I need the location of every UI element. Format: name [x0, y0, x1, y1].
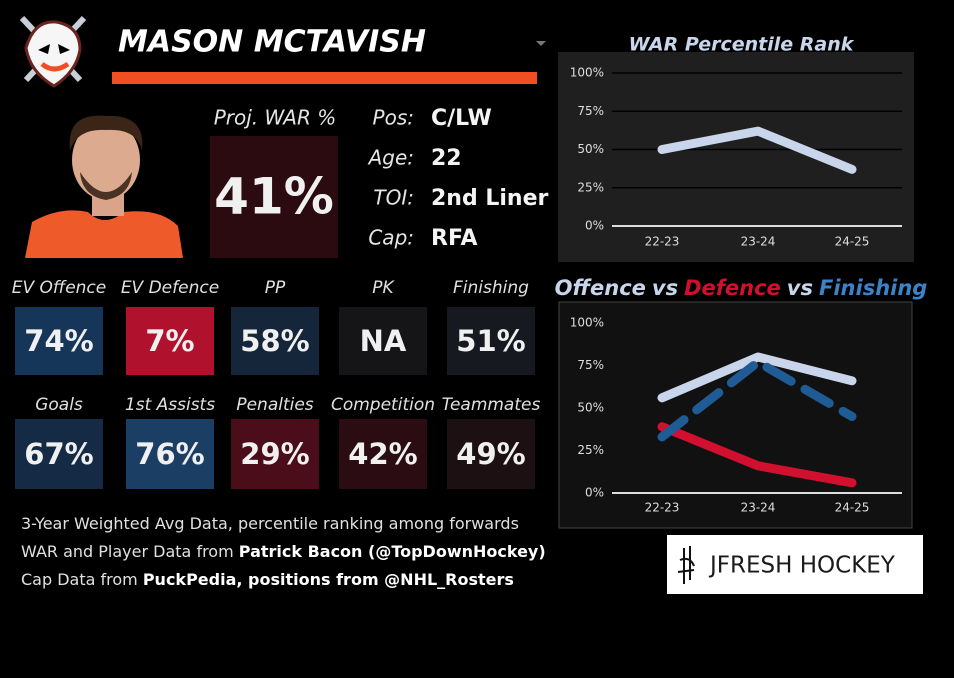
tile-value: 49%	[456, 437, 525, 471]
tile-value: 51%	[456, 324, 525, 358]
tile-box	[447, 307, 535, 375]
tile-label: Competition	[331, 395, 435, 415]
x-tick-label: 24-25	[835, 501, 870, 515]
tile-box	[339, 307, 427, 375]
y-tick-label: 0%	[585, 486, 604, 500]
note-line: 3-Year Weighted Avg Data, percentile ran…	[21, 514, 519, 533]
tile-value: 67%	[24, 437, 93, 471]
bio-value: C/LW	[431, 106, 492, 131]
bio-label: Pos:	[373, 106, 414, 130]
player-name: MASON MCTAVISH	[118, 25, 426, 60]
tile-value: 58%	[240, 324, 309, 358]
bio-label: Cap:	[368, 226, 414, 250]
y-tick-label: 75%	[577, 358, 604, 372]
tile-label: Goals	[35, 395, 83, 415]
y-tick-label: 75%	[577, 104, 604, 118]
brand-logo: JFRESH HOCKEY	[667, 535, 923, 594]
x-tick-label: 23-24	[741, 235, 776, 249]
x-tick-label: 22-23	[645, 501, 680, 515]
title-series: Defence	[684, 276, 781, 300]
tile-label: EV Defence	[121, 278, 219, 298]
bio-value: RFA	[431, 226, 477, 251]
tile-label: PP	[265, 278, 286, 298]
tile-box	[231, 307, 319, 375]
tile-value: 29%	[240, 437, 309, 471]
note-text: 3-Year Weighted Avg Data, percentile ran…	[21, 514, 519, 533]
notes: 3-Year Weighted Avg Data, percentile ran…	[21, 514, 546, 589]
y-tick-label: 25%	[577, 443, 604, 457]
tile-label: EV Offence	[12, 278, 106, 298]
bio-label: TOI:	[373, 186, 414, 210]
stat-tiles: EV Offence 74% EV Defence 7% PP 58% PK NA Finish…	[12, 278, 541, 489]
bio: Pos: C/LW Age: 22 TOI: 2nd Liner Cap: RFA	[367, 106, 549, 252]
tile-box	[339, 419, 427, 489]
series-line	[657, 126, 857, 174]
note-text: WAR and Player Data from	[21, 542, 239, 561]
tile-value: NA	[360, 324, 407, 358]
note-line: Cap Data from PuckPedia, positions from …	[21, 570, 514, 589]
title-series: Offence	[555, 276, 646, 300]
y-tick-label: 0%	[585, 219, 604, 233]
tile-box	[231, 419, 319, 489]
title-joiner: vs	[652, 276, 678, 300]
chart-panel	[558, 52, 914, 262]
chart-title: Offence vs Defence vs Finishing	[555, 276, 928, 300]
x-tick-label: 24-25	[835, 235, 870, 249]
y-tick-label: 100%	[570, 316, 604, 330]
tile-box	[126, 419, 214, 489]
series-line	[657, 357, 857, 442]
y-tick-label: 100%	[570, 66, 604, 80]
name-underline	[112, 72, 537, 84]
dropdown-icon[interactable]	[536, 41, 546, 46]
team-logo	[19, 15, 87, 88]
bio-value: 2nd Liner	[431, 186, 549, 211]
tile-value: 7%	[145, 324, 194, 358]
chart-panel	[558, 301, 913, 529]
brand-text: JFRESH HOCKEY	[708, 553, 896, 579]
y-tick-label: 50%	[577, 401, 604, 415]
tile-label: 1st Assists	[125, 395, 215, 415]
title-joiner: vs	[787, 276, 813, 300]
tile-value: 74%	[24, 324, 93, 358]
tile-label: Penalties	[236, 395, 313, 415]
x-tick-label: 23-24	[741, 501, 776, 515]
note-bold: Patrick Bacon (@TopDownHockey)	[239, 542, 546, 561]
note-text: Cap Data from	[21, 570, 143, 589]
tile-label: Teammates	[442, 395, 541, 415]
proj-war-label: Proj. WAR %	[214, 106, 337, 130]
tile-box	[126, 307, 214, 375]
title-series: Finishing	[819, 276, 927, 300]
tile-value: 42%	[348, 437, 417, 471]
note-bold: PuckPedia, positions from @NHL_Rosters	[143, 570, 514, 589]
x-tick-label: 22-23	[645, 235, 680, 249]
y-tick-label: 50%	[577, 142, 604, 156]
player-photo	[25, 115, 183, 258]
tile-box	[447, 419, 535, 489]
note-line: WAR and Player Data from Patrick Bacon (…	[21, 542, 546, 561]
proj-war-value: 41%	[214, 168, 334, 226]
tile-label: Finishing	[453, 278, 529, 298]
series-line	[657, 422, 857, 488]
bio-value: 22	[431, 146, 462, 171]
tile-box	[15, 419, 103, 489]
series-line	[657, 352, 857, 403]
bio-label: Age:	[367, 146, 414, 170]
tile-label: PK	[372, 278, 395, 298]
tile-box	[15, 307, 103, 375]
tile-value: 76%	[135, 437, 204, 471]
proj-war-box	[210, 136, 338, 258]
charts: WAR Percentile Rank 0% 25% 50% 75% 100% 22-23 2…	[555, 34, 928, 529]
y-tick-label: 25%	[577, 180, 604, 194]
chart-title: WAR Percentile Rank	[629, 34, 855, 56]
